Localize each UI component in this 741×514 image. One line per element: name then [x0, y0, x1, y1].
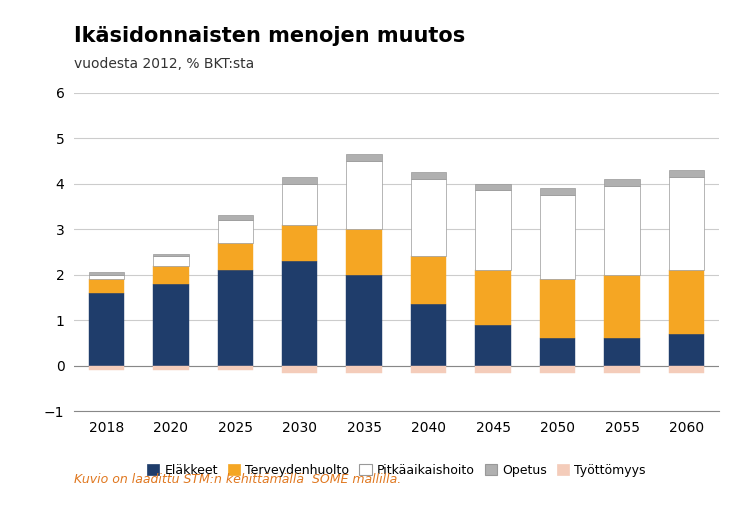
- Bar: [89, 274, 124, 279]
- Bar: [669, 270, 704, 334]
- Bar: [540, 279, 575, 338]
- Text: vuodesta 2012, % BKT:sta: vuodesta 2012, % BKT:sta: [74, 57, 254, 70]
- Bar: [411, 172, 446, 179]
- Bar: [540, 365, 575, 373]
- Bar: [153, 254, 188, 256]
- Bar: [218, 220, 253, 243]
- Bar: [282, 177, 317, 183]
- Bar: [282, 225, 317, 261]
- Bar: [605, 338, 639, 365]
- Bar: [605, 274, 639, 338]
- Bar: [347, 229, 382, 274]
- Text: Kuvio on laadittu STM:n kehittämällä  SOME mallilla.: Kuvio on laadittu STM:n kehittämällä SOM…: [74, 473, 402, 486]
- Bar: [153, 284, 188, 365]
- Bar: [411, 365, 446, 373]
- Bar: [669, 334, 704, 365]
- Bar: [669, 177, 704, 270]
- Bar: [89, 272, 124, 274]
- Bar: [411, 256, 446, 304]
- Bar: [218, 215, 253, 220]
- Bar: [347, 161, 382, 229]
- Bar: [411, 179, 446, 256]
- Bar: [540, 338, 575, 365]
- Bar: [89, 279, 124, 293]
- Bar: [669, 170, 704, 177]
- Bar: [218, 365, 253, 370]
- Bar: [540, 195, 575, 279]
- Bar: [347, 154, 382, 161]
- Bar: [411, 304, 446, 365]
- Bar: [605, 365, 639, 373]
- Bar: [347, 274, 382, 365]
- Bar: [89, 365, 124, 370]
- Bar: [476, 270, 511, 325]
- Bar: [282, 261, 317, 365]
- Legend: Eläkkeet, Terveydenhuolto, Pitkäaikaishoito, Opetus, Työttömyys: Eläkkeet, Terveydenhuolto, Pitkäaikaisho…: [142, 459, 651, 482]
- Bar: [347, 365, 382, 373]
- Bar: [476, 365, 511, 373]
- Bar: [605, 186, 639, 274]
- Bar: [218, 243, 253, 270]
- Bar: [153, 266, 188, 284]
- Bar: [282, 183, 317, 225]
- Text: Ikäsidonnaisten menojen muutos: Ikäsidonnaisten menojen muutos: [74, 26, 465, 46]
- Bar: [282, 365, 317, 373]
- Bar: [605, 179, 639, 186]
- Bar: [476, 183, 511, 190]
- Bar: [218, 270, 253, 365]
- Bar: [89, 293, 124, 365]
- Bar: [153, 256, 188, 266]
- Bar: [476, 190, 511, 270]
- Bar: [540, 188, 575, 195]
- Bar: [153, 365, 188, 370]
- Bar: [476, 325, 511, 365]
- Bar: [669, 365, 704, 373]
